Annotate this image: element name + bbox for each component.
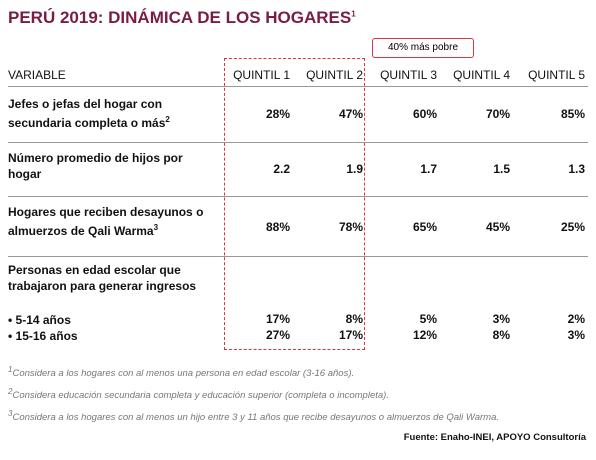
row-label: Hogares que reciben desayunos o almuerzo…	[8, 204, 213, 239]
row-label-text: Personas en edad escolar que trabajaron …	[8, 263, 197, 293]
column-header: QUINTIL 2	[306, 68, 363, 82]
footnotes: 1Considera a los hogares con al menos un…	[8, 362, 568, 428]
cell-value: 3%	[567, 328, 585, 342]
cell-value: 45%	[485, 220, 510, 234]
footnote-text: Considera educación secundaria completa …	[12, 390, 389, 402]
cell-value: 2%	[567, 312, 585, 326]
subrow-label: • 15-16 años	[8, 329, 78, 343]
header-rule	[8, 86, 588, 87]
cell-value: 2.2	[273, 162, 290, 176]
cell-value: 27%	[265, 328, 290, 342]
row-label: Número promedio de hijos por hogar	[8, 150, 213, 182]
row-rule	[8, 142, 588, 143]
row-label: Personas en edad escolar que trabajaron …	[8, 262, 213, 294]
column-header: QUINTIL 5	[528, 68, 585, 82]
footnote: 3Considera a los hogares con al menos un…	[8, 406, 568, 425]
cell-value: 65%	[412, 220, 437, 234]
footnote-text: Considera a los hogares con al menos un …	[12, 412, 499, 424]
footnote-number: 3	[8, 409, 13, 419]
cell-value: 17%	[265, 312, 290, 326]
cell-value: 28%	[265, 107, 290, 121]
cell-value: 47%	[338, 107, 363, 121]
cell-value: 60%	[412, 107, 437, 121]
row-rule	[8, 256, 588, 257]
cell-value: 1.9	[346, 162, 363, 176]
cell-value: 8%	[345, 312, 363, 326]
title: PERÚ 2019: DINÁMICA DE LOS HOGARES1	[8, 8, 356, 28]
column-header: QUINTIL 4	[453, 68, 510, 82]
footnote-number: 2	[8, 387, 13, 397]
cell-value: 78%	[338, 220, 363, 234]
cell-value: 8%	[492, 328, 510, 342]
row-note: 2	[165, 115, 170, 124]
cell-value: 1.3	[568, 162, 585, 176]
cell-value: 25%	[560, 220, 585, 234]
cell-value: 17%	[338, 328, 363, 342]
title-text: PERÚ 2019: DINÁMICA DE LOS HOGARES	[8, 8, 352, 27]
column-header: VARIABLE	[8, 68, 66, 82]
column-header: QUINTIL 1	[233, 68, 290, 82]
highlight-box	[224, 58, 365, 350]
cell-value: 1.7	[420, 162, 437, 176]
cell-value: 12%	[412, 328, 437, 342]
annotation: 40% más pobre	[372, 38, 474, 58]
column-header: QUINTIL 3	[380, 68, 437, 82]
row-rule	[8, 196, 588, 197]
cell-value: 1.5	[493, 162, 510, 176]
row-label-text: Jefes o jefas del hogar con secundaria c…	[8, 97, 166, 130]
row-label: Jefes o jefas del hogar con secundaria c…	[8, 96, 213, 131]
cell-value: 88%	[265, 220, 290, 234]
row-label-text: Hogares que reciben desayunos o almuerzo…	[8, 205, 204, 238]
footnote-text: Considera a los hogares con al menos una…	[12, 368, 355, 380]
source: Fuente: Enaho-INEI, APOYO Consultoría	[403, 432, 586, 443]
footnote: 2Considera educación secundaria completa…	[8, 384, 568, 403]
footnote-number: 1	[8, 365, 13, 374]
row-note: 3	[153, 223, 159, 232]
cell-value: 5%	[419, 312, 437, 326]
cell-value: 85%	[560, 107, 585, 121]
footnote: 1Considera a los hogares con al menos un…	[8, 362, 568, 381]
cell-value: 70%	[485, 107, 510, 121]
row-label-text: Número promedio de hijos por hogar	[8, 151, 183, 181]
title-note: 1	[351, 9, 356, 19]
cell-value: 3%	[492, 312, 510, 326]
subrow-label: • 5-14 años	[8, 313, 71, 327]
